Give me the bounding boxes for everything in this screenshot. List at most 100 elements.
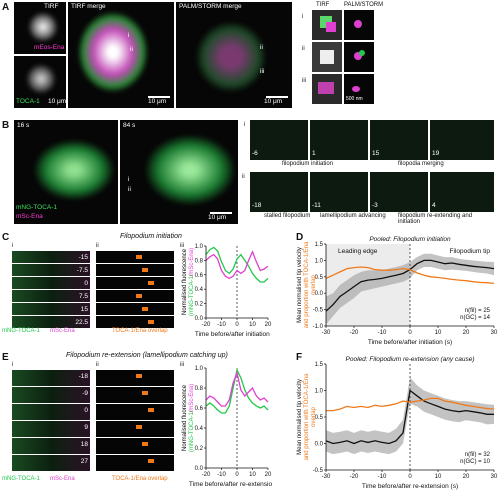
panel-b-strip-i-frame-1: -6 [250,120,308,160]
strip-c-ii-frame [96,316,174,328]
strip-time-label: 22.5 [75,319,88,326]
y-tick-label: 0.0 [315,291,324,297]
y-tick-label: 0.4 [195,287,204,293]
y-tick-label: -0.5 [313,308,324,314]
inset-tirf-ii [312,42,342,72]
strip-time-label: -15 [78,254,88,261]
y-tick-label: 1.5 [315,362,324,368]
x-tick-label: 10 [435,474,442,480]
panel-b-frame-2: 84 s i ii 10 μm [120,120,238,224]
strip-i-time-3: 15 [372,150,380,157]
y-tick-label: 0.6 [195,273,204,279]
x-axis-label: Time before/after initiation (s) [195,331,272,338]
panel-b-strip-ii-frame-4: 4 [430,172,494,212]
strip-e-ii-frame [96,370,174,386]
x-axis-label: Time before/after re-extension (s) [362,483,458,490]
strip-c-ii-frame [96,251,174,263]
strip-c-ii-frame [96,264,174,276]
region-right-label: Filopodium tip [450,248,491,255]
y-tick-label: 0.5 [315,275,324,281]
strip-ii-time-4: 4 [432,202,436,209]
inset-tirf-iii [312,74,342,104]
panel-b-strip-ii-label: ii [242,174,245,180]
x-tick-label: 0 [408,474,412,480]
y-tick-label: 0.8 [195,258,204,264]
strip-time-label: 9 [84,424,88,431]
x-tick-label: -20 [202,472,211,478]
panel-c-legend-ena: mSc-Ena [50,328,75,334]
overlap-spot [148,320,154,324]
strip-time-label: -18 [78,373,88,380]
strip-c-i-frame: -7.5 [12,264,90,276]
error-band [326,377,494,455]
y-axis-label-2: and proportion with TOCA-1/Ena [304,241,310,328]
panel-e-title: Filopodium re-extension (lamellipodium c… [66,352,228,359]
strip-ii-time-1: -18 [252,202,262,209]
y-axis-sublabel: (mNG-TOCA-1/mSc-Ena) [189,384,195,452]
y-tick-label: 1.0 [195,366,204,372]
palm-roi-ii: ii [260,44,263,51]
n-fil-label: n(fil) = 32 [465,452,491,458]
x-axis-label: Time before/after re-extension (s) [189,481,272,488]
y-tick-label: 1.0 [195,244,204,250]
overlap-spot [136,294,142,298]
strip-time-label: 15 [80,306,88,313]
x-tick-label: 20 [265,472,272,478]
n-gc-label: n(GC) = 14 [460,315,491,321]
strip-ii-time-3: -3 [372,202,378,209]
x-tick-label: -10 [217,472,226,478]
x-tick-label: 10 [249,472,256,478]
chart-f: -30 -20 -10 0 10 20 30 -0.5 0.0 0.5 1.0 1.5 Time bef… [297,356,498,490]
y-axis-label-2: and proportion with TOCA-1/Ena [304,373,310,460]
x-tick-label: -10 [378,474,387,480]
overlap-spot [142,391,148,395]
overlap-spot [148,459,154,463]
palm-scale-label: 10 μm [264,98,283,105]
x-tick-label: -10 [217,322,226,328]
x-tick-label: 20 [265,322,272,328]
panel-a-scale-label: 10 μm [148,98,167,105]
inset-label-i: i [302,14,304,20]
strip-e-ii-frame [96,438,174,454]
strip-i-time-4: 19 [432,150,440,157]
error-band [326,253,494,325]
panel-b-time-2: 84 s [123,122,136,129]
strip-c-i-frame: -15 [12,251,90,263]
overlap-spot [148,408,154,412]
panel-b-roi-i: i [128,176,130,183]
panel-c-iii: iii [180,243,184,249]
strip-c-ii-frame [96,303,174,315]
chart-title: Pooled: Filopodium initiation [369,236,451,243]
region-left-label: Leading edge [338,248,378,255]
y-tick-label: -0.5 [313,468,324,474]
panel-a-toca-label: TOCA-1 [16,98,40,105]
panel-e-ii: ii [96,362,99,368]
strip-c-ii-frame [96,290,174,302]
strip-time-label: -9 [82,390,88,397]
chart-title: Pooled: Filopodium re-extension (any cau… [346,356,475,363]
chart-c-iii: -20 -10 0 10 20 0.0 0.2 0.4 0.6 0.8 1.0 Time before… [182,244,272,338]
strip-time-label: 18 [80,441,88,448]
panel-c-letter: C [2,232,10,243]
x-tick-label: 30 [491,330,498,336]
caption-lamellipodium: lamellipodium advancing [320,213,386,219]
x-tick-label: 0 [235,322,239,328]
palm-scale-bar [266,96,288,98]
strip-c-i-frame: 15 [12,303,90,315]
panel-b-ena-label: mSc-Ena [16,213,43,220]
strip-i-time-1: -6 [252,150,258,157]
x-axis-label: Time before/after initiation (s) [368,339,452,346]
y-axis-label: Normalised fluorescence [182,248,188,315]
panel-a-letter: A [2,2,10,13]
strip-e-ii-frame [96,404,174,420]
strip-time-label: 7.5 [78,293,88,300]
x-tick-label: -20 [350,330,359,336]
y-axis-label: Mean normalised tip velocity [297,247,303,323]
panel-c-ii: ii [96,243,99,249]
strip-e-i-frame: 18 [12,438,90,454]
panel-b-letter: B [2,120,10,131]
y-tick-label: -1.0 [313,324,324,330]
strip-c-ii-frame [96,277,174,289]
panel-a-tirf-ena-image: TIRF mEos-Ena [14,2,66,54]
panel-a-ena-label: mEos-Ena [34,44,65,51]
